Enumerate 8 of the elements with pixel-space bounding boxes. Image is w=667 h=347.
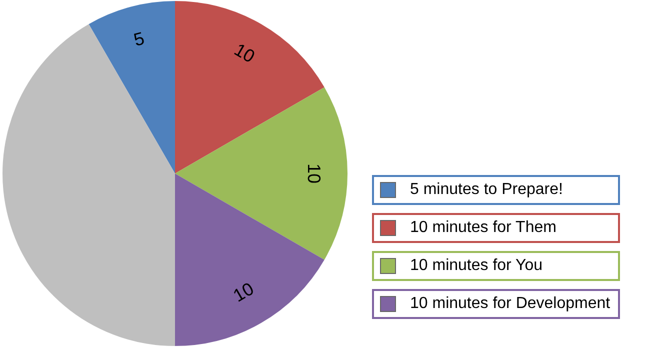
data-label: 10 xyxy=(230,39,258,67)
legend-label: 10 minutes for Development xyxy=(410,295,610,313)
data-label: 10 xyxy=(230,278,258,306)
legend-label: 10 minutes for Them xyxy=(410,219,556,237)
data-label: 5 xyxy=(132,28,146,50)
legend-label: 10 minutes for You xyxy=(410,257,543,275)
data-label: 10 xyxy=(304,163,324,184)
legend-label: 5 minutes to Prepare! xyxy=(410,181,563,199)
